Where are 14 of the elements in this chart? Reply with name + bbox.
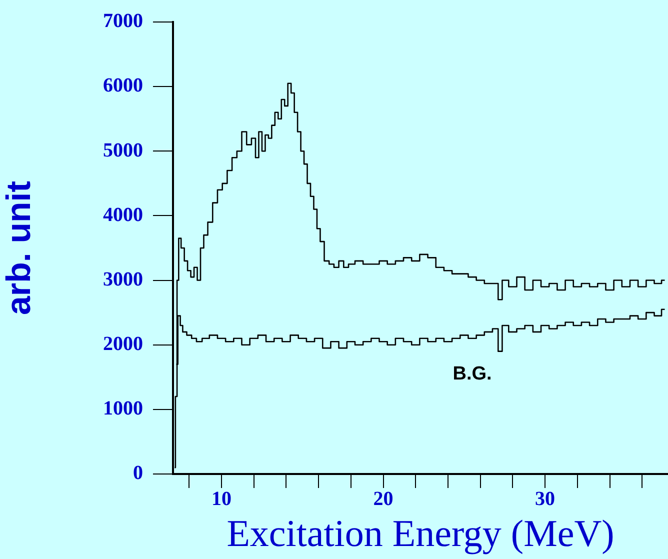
y-tick-label: 2000 [103, 333, 143, 356]
y-tick-label: 5000 [103, 139, 143, 162]
y-tick-label: 7000 [103, 10, 143, 32]
y-axis-title: arb. unit [0, 180, 38, 316]
y-tick-label: 6000 [103, 74, 143, 97]
y-tick-label: 4000 [103, 204, 143, 226]
y-tick-label: 3000 [103, 268, 143, 290]
series-label: B.G. [452, 364, 492, 385]
x-tick-label: 30 [535, 488, 556, 510]
y-tick-label: 1000 [103, 398, 143, 420]
x-tick-label: 20 [373, 488, 394, 510]
x-tick-label: 10 [212, 488, 232, 510]
x-axis-title: Excitation Energy (MeV) [226, 513, 614, 556]
y-tick-label: 0 [133, 462, 143, 484]
